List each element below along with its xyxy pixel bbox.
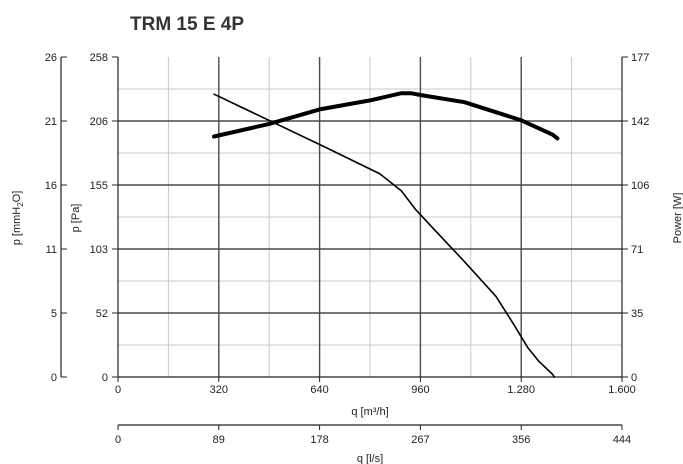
plot-frame xyxy=(117,57,623,378)
x-tick-label: 640 xyxy=(310,384,328,396)
power-tick-label: 177 xyxy=(631,52,649,64)
power-tick-label: 106 xyxy=(631,180,649,192)
x-tick-label: 0 xyxy=(115,384,121,396)
x-axis-label-ls: q [l/s] xyxy=(357,453,383,464)
x-tick-label: 320 xyxy=(210,384,228,396)
series-group xyxy=(212,91,560,378)
grid xyxy=(118,57,622,377)
power-tick-label: 0 xyxy=(631,372,637,384)
mmh2o-tick-label: 26 xyxy=(45,52,57,64)
pressure-curve xyxy=(213,93,556,378)
mmh2o-tick-label: 16 xyxy=(45,180,57,192)
pa-tick-label: 155 xyxy=(90,180,108,192)
ls-tick-label: 178 xyxy=(310,434,328,446)
power-tick-label: 142 xyxy=(631,116,649,128)
pa-tick-label: 258 xyxy=(90,52,108,64)
mmh2o-tick-label: 5 xyxy=(51,308,57,320)
ls-tick-label: 444 xyxy=(613,434,631,446)
mmh2o-tick-label: 11 xyxy=(46,244,57,256)
pa-tick-label: 52 xyxy=(96,308,108,320)
axes-group: 0 52 103 155 206 258 0 5 11 16 21 26 0 35 71 106 142 177 0… xyxy=(45,52,650,446)
power-curve xyxy=(212,91,560,141)
mmh2o-tick-label: 21 xyxy=(45,116,57,128)
x-axis-label-m3h: q [m³/h] xyxy=(351,406,388,418)
pa-tick-label: 206 xyxy=(90,116,108,128)
ls-tick-label: 356 xyxy=(512,434,530,446)
y-axis-label-mmh2o: p [mmH2O] xyxy=(11,191,25,246)
x-tick-label: 1.600 xyxy=(608,384,636,396)
x-tick-label: 1.280 xyxy=(507,384,535,396)
pa-tick-label: 103 xyxy=(90,244,108,256)
power-tick-label: 35 xyxy=(631,308,643,320)
x-tick-label: 960 xyxy=(411,384,429,396)
chart-title: TRM 15 E 4P xyxy=(130,14,244,35)
y-axis-label-pa: p [Pa] xyxy=(70,204,82,233)
ls-tick-label: 267 xyxy=(411,434,429,446)
pa-tick-label: 0 xyxy=(102,372,108,384)
y-axis-label-power: Power [W] xyxy=(672,193,683,244)
ls-tick-label: 89 xyxy=(213,434,225,446)
ls-tick-label: 0 xyxy=(115,434,121,446)
mmh2o-tick-label: 0 xyxy=(51,372,57,384)
power-tick-label: 71 xyxy=(631,244,643,256)
